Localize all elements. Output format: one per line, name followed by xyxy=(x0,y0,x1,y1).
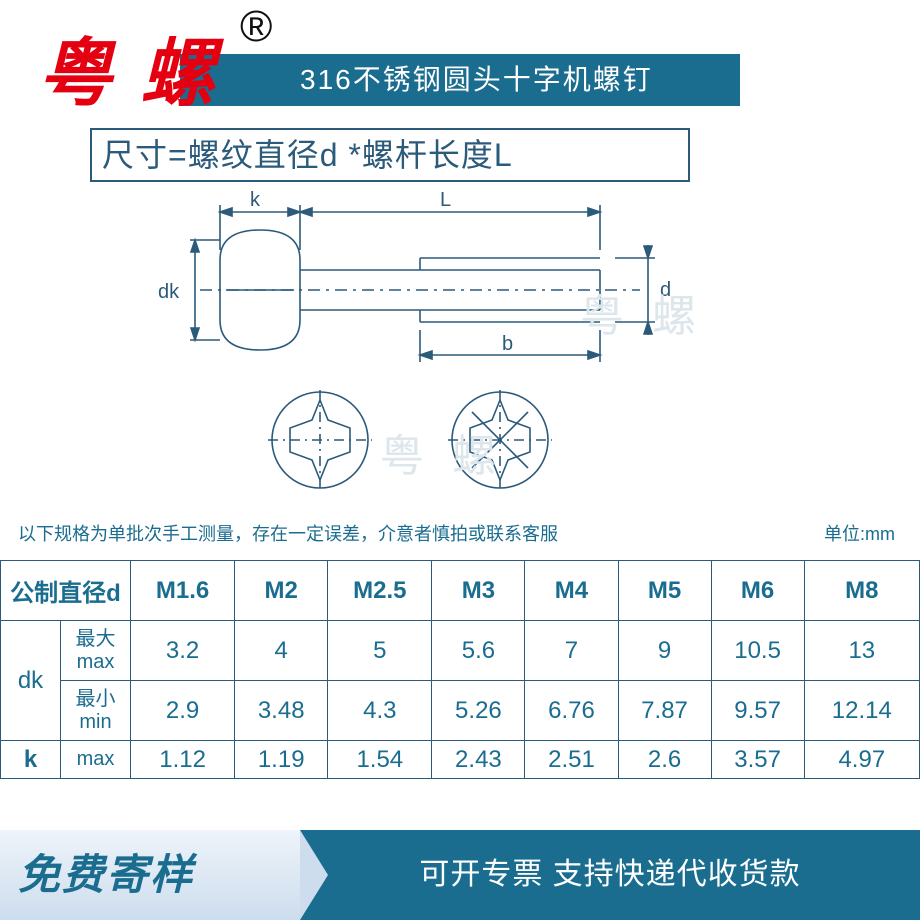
footer-banner: 免费寄样 可开专票 支持快递代收货款 xyxy=(0,830,920,920)
title-bar: 316不锈钢圆头十字机螺钉 xyxy=(180,54,740,106)
dim-k: k xyxy=(250,190,261,211)
screw-diagram: k L dk d b xyxy=(140,190,720,500)
size-formula-box: 尺寸=螺纹直径d *螺杆长度L xyxy=(90,128,690,182)
col-m2: M2 xyxy=(235,561,328,621)
col-m16: M1.6 xyxy=(131,561,235,621)
group-dk: dk xyxy=(1,621,61,741)
footer-free-sample: 免费寄样 xyxy=(0,830,300,920)
col-m3: M3 xyxy=(432,561,525,621)
unit-label: 单位:mm xyxy=(824,520,895,546)
group-k: k xyxy=(1,741,61,779)
col-m4: M4 xyxy=(525,561,618,621)
table-row: dk 最大max 3.2455.67910.513 xyxy=(1,621,920,681)
footer-divider xyxy=(300,830,328,920)
table-row: k max 1.121.191.542.432.512.63.574.97 xyxy=(1,741,920,779)
col-m25: M2.5 xyxy=(328,561,432,621)
dim-b: b xyxy=(502,333,513,355)
measurement-note: 以下规格为单批次手工测量，存在一定误差，介意者慎拍或联系客服 xyxy=(18,520,558,546)
col-m5: M5 xyxy=(618,561,711,621)
spec-table: 公制直径d M1.6 M2 M2.5 M3 M4 M5 M6 M8 dk 最大m… xyxy=(0,560,920,779)
dim-d: d xyxy=(660,279,671,301)
col-m6: M6 xyxy=(711,561,804,621)
col-d: 公制直径d xyxy=(1,561,131,621)
row-label: max xyxy=(61,741,131,779)
registered-mark: ® xyxy=(240,2,272,52)
footer-services: 可开专票 支持快递代收货款 xyxy=(300,830,920,920)
col-m8: M8 xyxy=(804,561,919,621)
note-row: 以下规格为单批次手工测量，存在一定误差，介意者慎拍或联系客服 单位:mm xyxy=(18,520,895,546)
row-label: 最大max xyxy=(61,621,131,681)
brand-logo: 粤 螺 xyxy=(38,14,219,121)
table-header-row: 公制直径d M1.6 M2 M2.5 M3 M4 M5 M6 M8 xyxy=(1,561,920,621)
row-label: 最小min xyxy=(61,681,131,741)
dim-dk: dk xyxy=(158,281,180,303)
dim-L: L xyxy=(440,190,451,211)
table-row: 最小min 2.93.484.35.266.767.879.5712.14 xyxy=(1,681,920,741)
